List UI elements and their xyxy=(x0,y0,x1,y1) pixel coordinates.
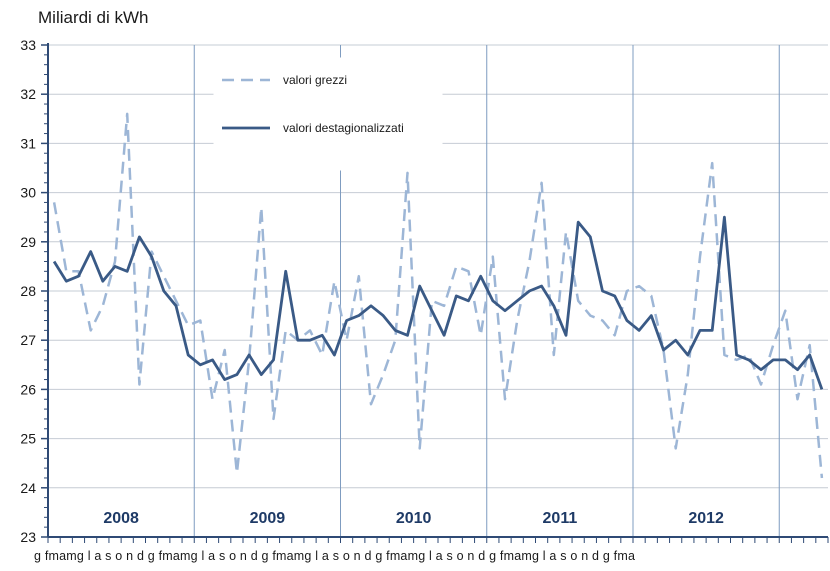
y-tick-label: 27 xyxy=(20,332,36,348)
legend-box xyxy=(213,57,443,171)
y-tick-label: 25 xyxy=(20,431,36,447)
y-tick-label: 30 xyxy=(20,185,36,201)
y-tick-label: 26 xyxy=(20,381,36,397)
y-tick-label: 32 xyxy=(20,86,36,102)
series-line-adjusted xyxy=(52,215,824,390)
year-label: 2008 xyxy=(103,510,139,527)
legend-label-raw: valori grezzi xyxy=(283,73,347,87)
legend-label-adjusted: valori destagionalizzati xyxy=(283,121,404,135)
series-lines xyxy=(52,112,824,479)
year-label: 2011 xyxy=(543,510,578,527)
y-tick-label: 31 xyxy=(20,135,36,151)
y-axis-unit-label: Miliardi di kWh xyxy=(38,8,149,27)
y-tick-label: 29 xyxy=(20,234,36,250)
y-tick-label: 23 xyxy=(20,529,36,545)
y-tick-labels: 23 24 25 26 27 28 29 30 31 32 33 xyxy=(20,37,36,545)
year-label: 2010 xyxy=(396,510,432,527)
axes xyxy=(41,43,829,543)
year-label: 2009 xyxy=(250,510,286,527)
x-axis-month-labels: g fmamg l a s o n d g fmamg l a s o n d … xyxy=(34,549,636,563)
y-tick-label: 33 xyxy=(20,37,36,53)
y-tick-label: 24 xyxy=(20,480,36,496)
year-labels: 2008 2009 2010 2011 2012 xyxy=(103,510,724,527)
legend: valori grezzi valori destagionalizzati xyxy=(213,57,443,171)
series-line-raw xyxy=(52,112,824,479)
year-label: 2012 xyxy=(688,510,724,527)
y-tick-label: 28 xyxy=(20,283,36,299)
